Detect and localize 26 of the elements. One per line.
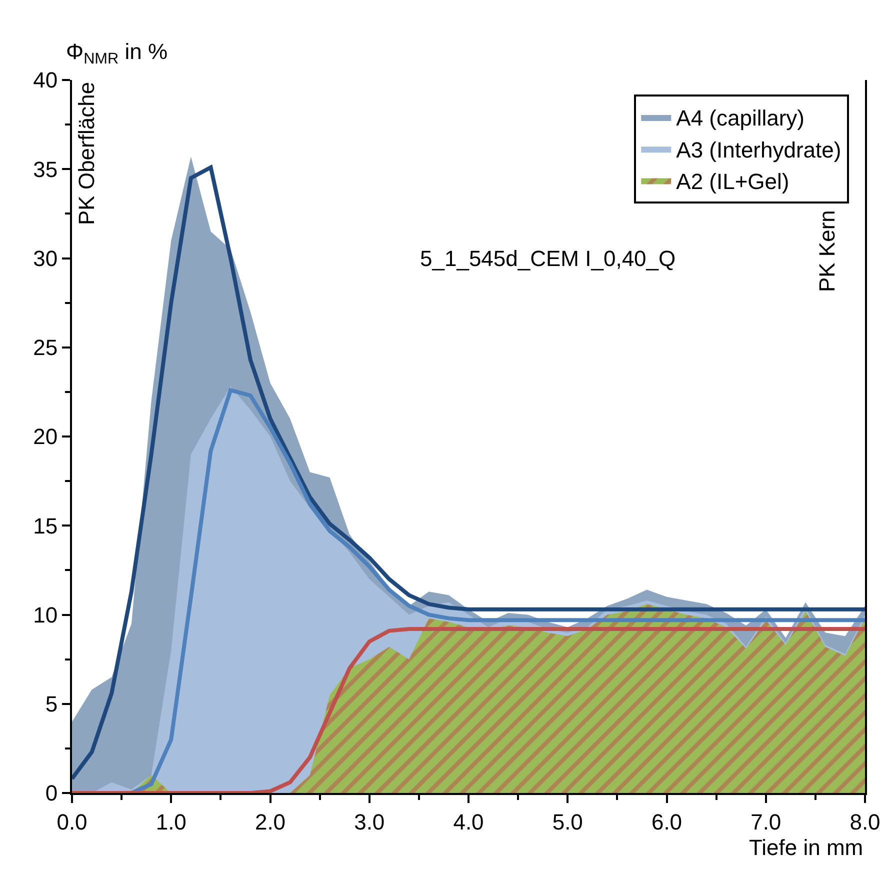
legend-label: A2 (IL+Gel) — [676, 168, 790, 194]
y-tick-label: 25 — [33, 335, 58, 360]
x-tick-label: 6.0 — [651, 809, 682, 834]
y-tick-label: 40 — [33, 68, 58, 93]
x-tick-label: 2.0 — [254, 809, 286, 834]
legend-label: A4 (capillary) — [676, 106, 805, 131]
y-tick-label: 15 — [33, 513, 58, 538]
x-tick-label: 8.0 — [850, 809, 880, 834]
y-tick-label: 35 — [33, 156, 58, 182]
annotation: 5_1_545d_CEM I_0,40_Q — [420, 246, 676, 271]
y-tick-label: 5 — [45, 692, 58, 717]
x-tick-label: 7.0 — [750, 809, 782, 834]
x-tick-label: 0.0 — [56, 809, 88, 834]
x-tick-label: 1.0 — [156, 809, 186, 834]
y-axis-title: Φ$_{NMR}$ in % — [66, 39, 168, 68]
legend-label: A3 (Interhydrate) — [676, 137, 842, 162]
x-tick-label: 3.0 — [354, 809, 385, 834]
x-tick-label: 4.0 — [453, 809, 484, 834]
x-axis-title: Tiefe in mm — [749, 835, 864, 860]
y-tick-label: 0 — [45, 780, 58, 806]
annotation: PK Kern — [814, 210, 840, 292]
y-tick-label: 30 — [33, 246, 58, 271]
annotation: PK Oberfläche — [74, 82, 99, 225]
x-tick-label: 5.0 — [552, 809, 583, 834]
y-tick-label: 10 — [33, 602, 58, 628]
y-tick-label: 20 — [33, 424, 58, 450]
